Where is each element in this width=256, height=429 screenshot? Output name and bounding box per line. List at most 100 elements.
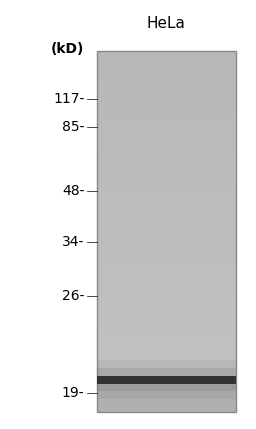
Bar	[97, 249, 236, 251]
Bar	[97, 406, 236, 408]
Bar	[97, 386, 236, 388]
Bar	[97, 235, 236, 237]
Bar	[97, 383, 236, 385]
Bar	[97, 219, 236, 221]
Bar	[97, 320, 236, 322]
Text: 26-: 26-	[62, 289, 84, 303]
Bar	[97, 314, 236, 316]
Bar	[97, 329, 236, 331]
Bar	[97, 154, 236, 156]
Bar	[97, 202, 236, 205]
Bar	[97, 375, 236, 378]
Bar	[97, 354, 236, 356]
Bar	[97, 78, 236, 80]
Bar	[97, 67, 236, 69]
Bar	[97, 57, 236, 59]
Bar	[97, 190, 236, 192]
Bar	[97, 390, 236, 392]
Bar	[97, 273, 236, 275]
Bar	[97, 175, 236, 178]
Bar	[97, 347, 236, 349]
Bar	[97, 330, 236, 332]
Bar	[97, 318, 236, 320]
Bar	[97, 100, 236, 102]
Bar	[97, 334, 236, 336]
Bar	[97, 109, 236, 111]
Bar	[97, 130, 236, 133]
Bar	[97, 107, 236, 109]
Bar	[97, 230, 236, 232]
Bar	[97, 129, 236, 131]
Bar	[97, 226, 236, 228]
Bar	[97, 368, 236, 370]
Text: HeLa: HeLa	[147, 16, 186, 31]
Bar	[97, 184, 236, 187]
Bar	[97, 350, 236, 352]
Bar	[97, 339, 236, 341]
Bar	[97, 233, 236, 235]
Bar	[97, 224, 236, 226]
Bar	[97, 298, 236, 300]
Bar	[97, 62, 236, 64]
Bar	[97, 287, 236, 289]
Bar	[97, 392, 236, 394]
Bar	[97, 316, 236, 318]
Bar	[97, 262, 236, 264]
Bar	[97, 177, 236, 179]
Bar	[97, 208, 236, 210]
Bar	[97, 161, 236, 163]
Bar	[97, 372, 236, 374]
Bar	[97, 63, 236, 66]
Bar	[97, 94, 236, 97]
Bar	[97, 260, 236, 262]
Bar	[97, 91, 236, 93]
Bar	[97, 165, 236, 167]
Text: 48-: 48-	[62, 184, 84, 198]
Bar	[97, 404, 236, 406]
Bar	[97, 145, 236, 147]
Bar	[97, 357, 236, 360]
Bar	[97, 138, 236, 140]
Bar	[97, 360, 236, 399]
Bar	[97, 368, 236, 391]
Bar	[97, 222, 236, 224]
Bar	[97, 395, 236, 397]
Bar	[97, 188, 236, 190]
Bar	[97, 211, 236, 214]
Bar	[97, 210, 236, 212]
Bar	[97, 125, 236, 127]
Bar	[97, 410, 236, 412]
Bar	[97, 343, 236, 345]
Bar	[97, 378, 236, 412]
Bar	[97, 51, 236, 53]
Bar	[97, 363, 236, 365]
Bar	[97, 379, 236, 381]
Bar	[97, 307, 236, 309]
Bar	[97, 157, 236, 160]
Bar	[97, 80, 236, 82]
Bar	[97, 85, 236, 88]
Bar	[97, 136, 236, 138]
Bar	[97, 58, 236, 60]
Bar	[97, 181, 236, 183]
Text: 34-: 34-	[62, 236, 84, 249]
Bar	[97, 51, 236, 412]
Bar	[97, 96, 236, 98]
Bar	[97, 141, 236, 143]
Bar	[97, 195, 236, 197]
Bar	[97, 321, 236, 323]
Bar	[97, 53, 236, 55]
Bar	[97, 152, 236, 154]
Bar	[97, 121, 236, 124]
Bar	[97, 312, 236, 314]
Bar	[97, 264, 236, 266]
Bar	[97, 282, 236, 284]
Bar	[97, 285, 236, 287]
Bar	[97, 114, 236, 116]
Bar	[97, 217, 236, 219]
Bar	[97, 112, 236, 115]
Bar	[97, 399, 236, 401]
Bar	[97, 408, 236, 410]
Bar	[97, 341, 236, 343]
Bar	[97, 325, 236, 327]
